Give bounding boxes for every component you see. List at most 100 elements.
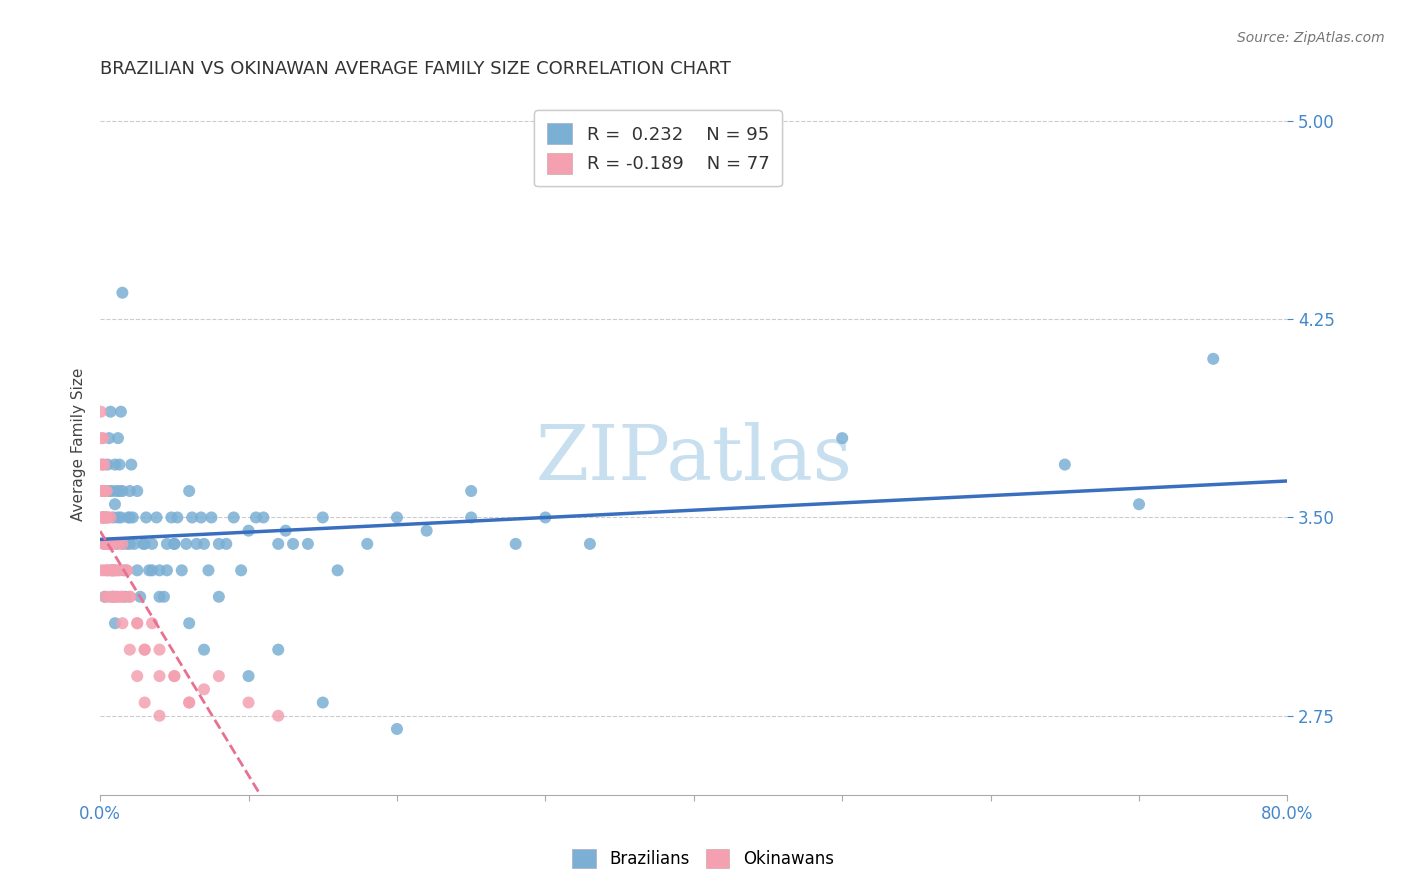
Point	[179, 696, 201, 710]
Point	[115, 537, 138, 551]
Point	[93, 483, 115, 498]
Point	[1053, 458, 1076, 472]
Point	[103, 563, 125, 577]
Legend: R =  0.232    N = 95, R = -0.189    N = 77: R = 0.232 N = 95, R = -0.189 N = 77	[534, 111, 782, 186]
Point	[101, 483, 124, 498]
Point	[170, 563, 193, 577]
Point	[163, 669, 186, 683]
Point	[1128, 497, 1150, 511]
Point	[93, 537, 115, 551]
Point	[118, 590, 141, 604]
Point	[110, 590, 132, 604]
Point	[91, 510, 114, 524]
Point	[107, 537, 129, 551]
Text: ZIPatlas: ZIPatlas	[536, 422, 852, 496]
Point	[93, 563, 115, 577]
Point	[118, 590, 141, 604]
Point	[238, 524, 260, 538]
Point	[100, 537, 122, 551]
Point	[208, 537, 231, 551]
Point	[127, 563, 149, 577]
Point	[93, 483, 115, 498]
Point	[108, 483, 131, 498]
Point	[267, 642, 290, 657]
Point	[148, 642, 170, 657]
Point	[215, 537, 238, 551]
Point	[208, 590, 231, 604]
Point	[579, 537, 602, 551]
Point	[118, 510, 141, 524]
Point	[111, 537, 134, 551]
Point	[111, 590, 134, 604]
Legend: Brazilians, Okinawans: Brazilians, Okinawans	[565, 842, 841, 875]
Point	[193, 537, 215, 551]
Point	[153, 590, 176, 604]
Point	[107, 510, 129, 524]
Point	[96, 458, 118, 472]
Point	[117, 510, 139, 524]
Point	[156, 537, 179, 551]
Point	[193, 682, 215, 697]
Point	[112, 563, 135, 577]
Point	[104, 497, 127, 511]
Point	[134, 642, 156, 657]
Point	[114, 590, 136, 604]
Point	[107, 563, 129, 577]
Point	[135, 510, 157, 524]
Point	[179, 696, 201, 710]
Point	[104, 537, 127, 551]
Point	[460, 510, 482, 524]
Point	[267, 537, 290, 551]
Point	[138, 563, 160, 577]
Point	[193, 642, 215, 657]
Point	[98, 431, 121, 445]
Point	[98, 537, 121, 551]
Point	[105, 537, 128, 551]
Point	[127, 616, 149, 631]
Point	[94, 590, 117, 604]
Point	[267, 708, 290, 723]
Point	[460, 483, 482, 498]
Point	[385, 510, 408, 524]
Y-axis label: Average Family Size: Average Family Size	[72, 368, 86, 522]
Point	[115, 563, 138, 577]
Point	[115, 563, 138, 577]
Text: Source: ZipAtlas.com: Source: ZipAtlas.com	[1237, 31, 1385, 45]
Point	[94, 537, 117, 551]
Point	[94, 510, 117, 524]
Point	[1202, 351, 1225, 366]
Point	[163, 669, 186, 683]
Point	[179, 616, 201, 631]
Point	[163, 537, 186, 551]
Point	[91, 483, 114, 498]
Point	[148, 669, 170, 683]
Point	[148, 590, 170, 604]
Point	[245, 510, 267, 524]
Point	[90, 458, 112, 472]
Point	[91, 510, 114, 524]
Point	[111, 616, 134, 631]
Point	[90, 405, 112, 419]
Point	[186, 537, 208, 551]
Point	[134, 642, 156, 657]
Point	[93, 590, 115, 604]
Point	[104, 563, 127, 577]
Point	[93, 458, 115, 472]
Point	[100, 537, 122, 551]
Point	[141, 537, 163, 551]
Point	[94, 537, 117, 551]
Point	[132, 537, 155, 551]
Point	[90, 563, 112, 577]
Point	[127, 616, 149, 631]
Point	[91, 510, 114, 524]
Point	[105, 483, 128, 498]
Point	[94, 537, 117, 551]
Point	[166, 510, 188, 524]
Point	[96, 563, 118, 577]
Point	[111, 285, 134, 300]
Point	[108, 458, 131, 472]
Point	[148, 563, 170, 577]
Point	[96, 483, 118, 498]
Point	[312, 696, 335, 710]
Point	[101, 563, 124, 577]
